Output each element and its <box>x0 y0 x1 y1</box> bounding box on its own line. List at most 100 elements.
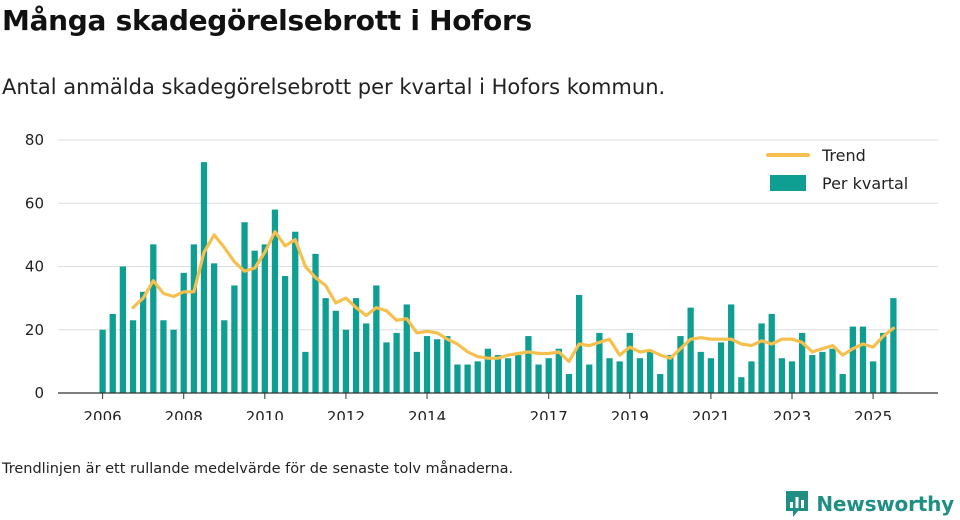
y-tick-label: 20 <box>25 321 44 339</box>
bar <box>555 348 562 393</box>
bar <box>444 336 451 393</box>
newsworthy-icon <box>786 491 809 517</box>
bar-series <box>99 162 897 393</box>
bar <box>799 332 806 393</box>
bar <box>829 348 836 393</box>
bar <box>200 162 208 393</box>
bar <box>271 209 279 393</box>
bar <box>302 351 309 393</box>
bar <box>312 253 319 393</box>
bar <box>180 272 187 393</box>
bar <box>454 364 461 393</box>
bar <box>383 342 390 393</box>
bar <box>99 329 106 393</box>
bar <box>515 355 522 393</box>
bar <box>859 326 867 393</box>
bar <box>484 348 492 393</box>
bar <box>646 351 654 393</box>
bar <box>869 361 877 393</box>
bar <box>586 364 593 393</box>
bar <box>342 329 350 393</box>
trend-series <box>131 230 896 363</box>
bar <box>241 222 248 393</box>
bar <box>231 285 238 393</box>
trend-line <box>131 230 896 363</box>
x-tick-label: 2023 <box>773 408 811 420</box>
bar <box>109 313 116 393</box>
legend: Trend Per kvartal <box>766 146 908 193</box>
bar <box>768 313 775 393</box>
bar <box>221 320 228 393</box>
bar <box>373 285 380 393</box>
bar <box>170 329 177 393</box>
bar <box>332 310 339 393</box>
bar <box>261 244 268 393</box>
bar <box>758 323 765 393</box>
bar <box>788 361 796 393</box>
bar <box>667 355 674 393</box>
bar <box>748 361 755 393</box>
bar <box>464 364 471 393</box>
bar <box>849 326 856 393</box>
x-tick-label: 2025 <box>854 408 892 420</box>
bar <box>636 358 644 393</box>
legend-label: Trend <box>821 146 866 165</box>
bar <box>606 358 613 393</box>
bar <box>728 304 735 393</box>
bar <box>545 358 552 393</box>
bar <box>717 342 725 393</box>
brand-name: Newsworthy <box>816 492 954 516</box>
bar <box>494 355 502 393</box>
bar <box>210 263 218 393</box>
bar <box>819 351 826 393</box>
bar <box>434 339 441 393</box>
bar <box>880 332 887 393</box>
y-tick-label: 80 <box>25 131 44 149</box>
x-tick-label: 2008 <box>165 408 203 420</box>
bar <box>150 244 157 393</box>
bar <box>251 250 258 393</box>
bar <box>535 364 542 393</box>
bar <box>190 244 197 393</box>
bar <box>890 298 897 393</box>
x-tick-label: 2012 <box>327 408 365 420</box>
bar <box>281 275 289 393</box>
bar <box>160 320 167 393</box>
bar <box>363 323 370 393</box>
bar <box>140 291 147 393</box>
x-tick-label: 2021 <box>692 408 730 420</box>
y-tick-label: 40 <box>25 258 44 276</box>
x-tick-label: 2010 <box>246 408 284 420</box>
bar <box>778 358 786 393</box>
chart-title: Många skadegörelsebrott i Hofors <box>2 4 532 37</box>
bar <box>393 332 400 393</box>
bar-chart: 0 20 40 60 80 2006 2008 2010 2012 2014 2017 2019 202… <box>25 131 938 420</box>
x-tick-label: 2017 <box>530 408 568 420</box>
x-tick-label: 2006 <box>84 408 122 420</box>
bar <box>322 298 329 393</box>
bar <box>596 332 603 393</box>
legend-label: Per kvartal <box>822 174 908 193</box>
axes: 0 20 40 60 80 2006 2008 2010 2012 2014 2017 2019 202… <box>25 131 938 420</box>
bar <box>697 351 704 393</box>
bar <box>525 336 532 393</box>
bar <box>616 361 623 393</box>
bar <box>626 332 633 393</box>
y-tick-label: 0 <box>34 384 44 402</box>
bar <box>657 374 664 393</box>
bar <box>292 231 299 393</box>
footnote: Trendlinjen är ett rullande medelvärde f… <box>2 461 514 477</box>
y-tick-label: 60 <box>25 194 44 212</box>
x-tick-label: 2014 <box>408 408 446 420</box>
legend-bar-swatch <box>770 175 806 191</box>
bar <box>809 355 816 393</box>
bar <box>677 336 684 393</box>
bar <box>352 298 360 393</box>
bar <box>504 358 512 393</box>
bar <box>423 336 431 393</box>
bar <box>119 266 127 393</box>
bar <box>707 358 715 393</box>
bar <box>738 377 745 393</box>
newsworthy-logo[interactable]: Newsworthy <box>784 489 954 519</box>
bar <box>839 374 846 393</box>
